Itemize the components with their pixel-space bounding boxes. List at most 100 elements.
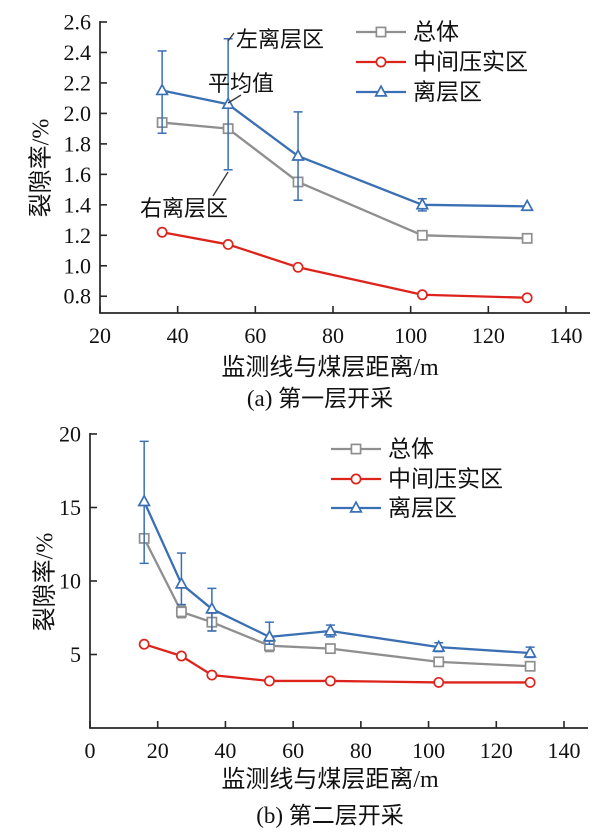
triangle-marker (520, 198, 534, 212)
triangle-marker (349, 500, 363, 513)
triangle-marker (262, 629, 277, 642)
annotation-text: 右离层区 (140, 196, 228, 221)
y-tick-label: 2.0 (64, 101, 92, 126)
triangle-marker (174, 576, 189, 589)
y-tick-label: 1.8 (64, 131, 92, 156)
legend-label-compaction: 中间压实区 (413, 50, 528, 75)
tick-labels: 20 40 60 80 100 120 140 0.8 1.0 1.2 1.4 1.6 1.8 2.0 2.… (64, 10, 583, 349)
triangle-marker (137, 494, 151, 507)
circle-marker (350, 473, 362, 485)
x-tick-label: 0 (85, 738, 96, 763)
circle-marker (521, 292, 533, 304)
y-tick-label: 1.0 (64, 253, 92, 278)
ticks (99, 21, 567, 313)
chart-a-caption: (a) 第一层开采 (246, 386, 394, 411)
y-tick-label: 20 (59, 422, 81, 447)
legend-label-overall: 总体 (388, 437, 434, 462)
x-tick-label: 140 (548, 738, 581, 763)
x-tick-label: 120 (480, 738, 513, 763)
chart-b-caption: (b) 第二层开采 (256, 803, 404, 828)
x-tick-label: 100 (412, 738, 445, 763)
chart-b-x-axis-label: 监测线与煤层距离/m (221, 767, 439, 793)
square-marker (175, 606, 187, 618)
y-tick-label: 1.2 (64, 223, 92, 248)
square-marker (324, 643, 336, 655)
series-line-compaction (161, 231, 528, 299)
triangle-marker (431, 639, 446, 652)
circle-marker (524, 676, 536, 688)
circle-marker (156, 226, 168, 238)
circle-marker (375, 56, 387, 68)
y-tick-label: 15 (59, 495, 81, 520)
x-tick-label: 40 (214, 738, 236, 763)
annotation-text: 左离层区 (236, 27, 324, 52)
annotation-text: 平均值 (208, 71, 274, 96)
series-overall (156, 117, 533, 244)
circle-marker (222, 238, 234, 250)
x-tick-label: 60 (244, 323, 266, 348)
x-tick-label: 60 (282, 738, 304, 763)
x-tick-label: 20 (89, 323, 111, 348)
legend-label-separation: 离层区 (388, 496, 457, 521)
x-tick-label: 20 (147, 738, 169, 763)
circle-marker (206, 669, 218, 681)
circle-marker (263, 675, 275, 687)
triangle-marker (323, 623, 338, 636)
y-tick-label: 1.4 (64, 192, 92, 217)
tick-labels: 0 20 40 60 80 100 120 140 5 10 15 20 (59, 422, 581, 764)
circle-marker (416, 289, 428, 301)
legend-label-overall: 总体 (413, 20, 459, 45)
square-marker (350, 443, 362, 455)
legend-label-compaction: 中间压实区 (388, 467, 503, 492)
square-marker (416, 229, 428, 241)
legend-label-separation: 离层区 (413, 80, 482, 105)
y-tick-label: 2.6 (64, 10, 92, 35)
annotation-2: 右离层区 (140, 171, 229, 221)
series-separation (137, 440, 537, 659)
annotation-pointer (227, 32, 235, 42)
series-compaction (156, 226, 533, 304)
annotation-1: 平均值 (208, 71, 274, 104)
triangle-marker (523, 645, 537, 658)
chart-a-y-axis-label: 裂隙率/% (28, 118, 55, 218)
ticks (89, 433, 565, 728)
x-tick-label: 40 (167, 323, 189, 348)
y-tick-label: 2.4 (64, 40, 92, 65)
annotation-0: 左离层区 (227, 27, 324, 52)
y-tick-label: 10 (59, 569, 81, 594)
x-tick-label: 80 (350, 738, 372, 763)
circle-marker (175, 650, 187, 662)
annotation-pointer (212, 171, 229, 197)
triangle-marker (155, 82, 169, 96)
circle-marker (292, 261, 304, 273)
triangle-marker (415, 197, 430, 210)
y-tick-label: 2.2 (64, 70, 92, 95)
chart-a-x-axis-label: 监测线与煤层距离/m (221, 355, 439, 381)
circle-marker (324, 675, 336, 687)
series-line-separation (143, 501, 531, 655)
y-tick-label: 1.6 (64, 162, 92, 187)
x-tick-label: 100 (394, 323, 427, 348)
square-marker (433, 656, 445, 668)
triangle-marker (221, 96, 235, 110)
triangle-marker (291, 148, 305, 161)
x-tick-label: 140 (550, 323, 583, 348)
chart-a: 20 40 60 80 100 120 140 0.8 1.0 1.2 1.4 1.6 1.8 2.0 2.… (64, 10, 590, 349)
y-tick-label: 0.8 (64, 284, 92, 309)
circle-marker (433, 676, 445, 688)
square-marker (524, 660, 536, 672)
x-tick-label: 120 (472, 323, 505, 348)
triangle-marker (374, 84, 388, 97)
y-tick-label: 5 (70, 642, 81, 667)
chart-b-y-axis-label: 裂隙率/% (32, 532, 59, 632)
series-separation (155, 38, 534, 212)
circle-marker (138, 638, 150, 650)
square-marker (521, 232, 533, 244)
series-compaction (138, 638, 536, 688)
square-marker (375, 26, 387, 38)
annotation-pointer (227, 94, 242, 104)
